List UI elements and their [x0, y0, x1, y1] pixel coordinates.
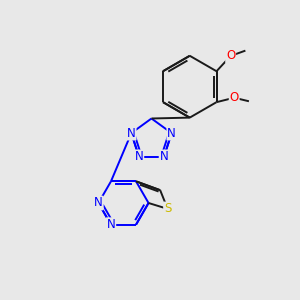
Text: N: N: [160, 150, 168, 163]
Text: N: N: [167, 127, 176, 140]
Text: N: N: [106, 218, 116, 231]
Text: S: S: [164, 202, 171, 215]
Text: O: O: [230, 91, 239, 104]
Text: N: N: [127, 127, 136, 140]
Text: N: N: [94, 196, 103, 209]
Text: N: N: [135, 150, 143, 163]
Text: O: O: [226, 50, 235, 62]
